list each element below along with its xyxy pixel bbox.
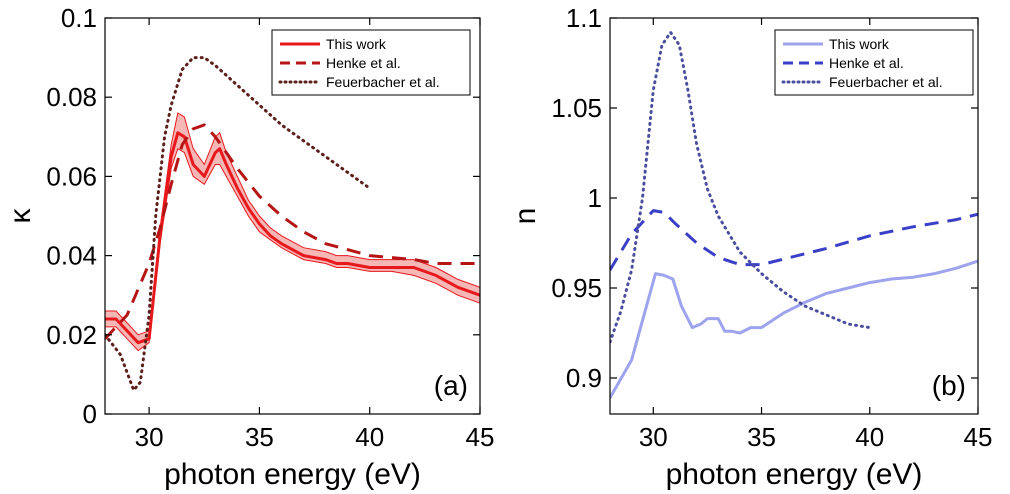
x-axis-label-1: photon energy (eV) xyxy=(666,458,923,491)
y-tick-label-1-2: 1 xyxy=(588,183,602,213)
series-line-1-0 xyxy=(610,259,978,400)
series-line-0-1 xyxy=(105,123,480,340)
y-tick-label-0-3: 0.06 xyxy=(46,161,97,191)
legend-label-0-1: Henke et al. xyxy=(326,55,401,71)
x-axis-label-0: photon energy (eV) xyxy=(164,458,421,491)
x-tick-label-0-1: 35 xyxy=(245,422,274,452)
x-tick-label-1-3: 45 xyxy=(964,422,993,452)
panel-label-0: (a) xyxy=(434,370,468,401)
y-axis-label-1: n xyxy=(509,208,542,225)
panel-label-1: (b) xyxy=(932,370,966,401)
series-line-1-2 xyxy=(610,30,872,344)
axes-frame-0 xyxy=(104,17,481,415)
x-tick-label-1-1: 35 xyxy=(747,422,776,452)
y-tick-label-0-1: 0.02 xyxy=(46,320,97,350)
y-tick-label-0-5: 0.1 xyxy=(61,3,97,33)
chart-series-group-1 xyxy=(610,30,978,400)
x-tick-label-0-0: 30 xyxy=(135,422,164,452)
legend-1: This work Henke et al. Feuerbacher et al. xyxy=(774,29,974,96)
y-tick-label-1-4: 1.1 xyxy=(566,3,602,33)
x-tick-label-1-2: 40 xyxy=(855,422,884,452)
y-axis-label-0: κ xyxy=(4,208,37,224)
y-tick-label-1-1: 0.95 xyxy=(551,273,602,303)
legend-label-0-2: Feuerbacher et al. xyxy=(326,74,440,90)
x-tick-label-1-0: 30 xyxy=(639,422,668,452)
series-line-0-2 xyxy=(105,56,372,392)
legend-0: This work Henke et al. Feuerbacher et al. xyxy=(271,29,471,96)
x-tick-label-0-2: 40 xyxy=(355,422,384,452)
x-tick-label-0-3: 45 xyxy=(466,422,495,452)
chart-panel-0: 30 35 40 45 0 0.02 0.04 0.06 0.08 0.1 photon energ… xyxy=(4,3,494,491)
axes-frame-1 xyxy=(609,17,979,415)
y-tick-label-1-3: 1.05 xyxy=(551,93,602,123)
y-tick-label-1-0: 0.9 xyxy=(566,363,602,393)
y-tick-label-0-2: 0.04 xyxy=(46,241,97,271)
series-line-1-1 xyxy=(610,209,978,271)
chart-panel-1: 30 35 40 45 0.9 0.95 1 1.05 1.1 photon energy (eV… xyxy=(509,3,992,491)
chart-series-group-0 xyxy=(105,56,480,392)
legend-label-1-0: This work xyxy=(829,36,890,52)
y-tick-label-0-4: 0.08 xyxy=(46,82,97,112)
y-tick-label-0-0: 0 xyxy=(83,399,97,429)
legend-label-1-1: Henke et al. xyxy=(829,55,904,71)
series-line-0-0 xyxy=(105,131,480,345)
legend-label-1-2: Feuerbacher et al. xyxy=(829,74,943,90)
legend-label-0-0: This work xyxy=(326,36,387,52)
